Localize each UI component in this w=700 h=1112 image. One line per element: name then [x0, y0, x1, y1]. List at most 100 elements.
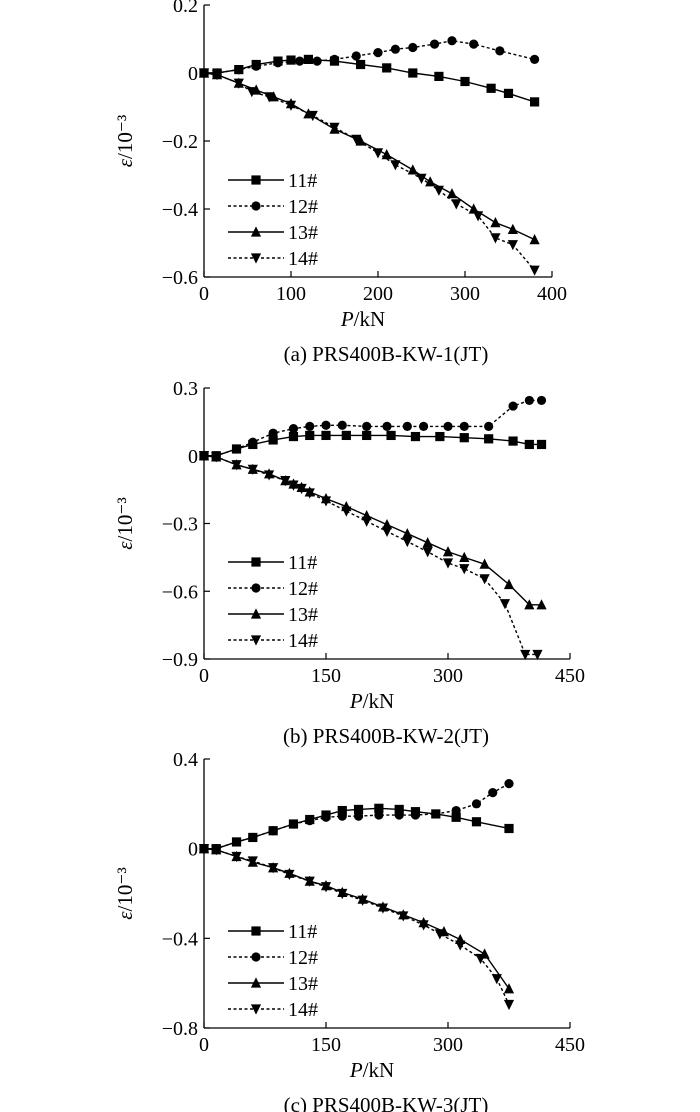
legend-label: 13# — [288, 973, 318, 995]
x-axis-title: P/kN — [349, 1058, 394, 1082]
legend-marker — [251, 175, 261, 185]
y-tick-label: −0.4 — [162, 199, 198, 221]
legend-item: 13# — [228, 222, 318, 244]
data-point — [490, 217, 501, 228]
data-point — [529, 234, 540, 245]
data-point — [507, 240, 518, 251]
data-point — [268, 863, 279, 874]
data-point — [233, 78, 244, 89]
data-point — [286, 55, 296, 65]
x-tick-label: 300 — [433, 1034, 463, 1056]
data-point — [520, 649, 531, 661]
data-point — [381, 519, 393, 530]
y-axis-title: ε/10⁻³ — [113, 867, 137, 920]
series-13# — [198, 67, 540, 245]
data-point — [459, 421, 469, 431]
data-point — [341, 506, 352, 517]
data-point — [211, 452, 222, 463]
x-tick-label: 100 — [276, 283, 306, 305]
data-point — [337, 805, 347, 816]
legend-marker — [250, 1004, 262, 1015]
series-12# — [199, 36, 540, 78]
data-point — [459, 551, 470, 562]
data-point — [425, 176, 436, 187]
data-point — [475, 953, 486, 965]
legend-item: 12# — [228, 196, 318, 218]
legend-marker — [251, 583, 261, 593]
data-point — [459, 564, 470, 575]
data-point — [410, 810, 421, 820]
data-point — [305, 430, 315, 441]
data-point — [402, 421, 412, 431]
legend-marker — [250, 226, 262, 237]
data-point — [471, 799, 482, 809]
x-tick-label: 450 — [555, 1034, 585, 1056]
y-axis-title: ε/10⁻³ — [113, 497, 137, 550]
y-tick-label: −0.6 — [162, 581, 198, 603]
data-point — [507, 223, 518, 234]
data-point — [433, 185, 444, 196]
legend-label: 11# — [288, 170, 317, 192]
legend-marker — [251, 557, 261, 567]
data-point — [434, 71, 444, 81]
data-point — [459, 433, 469, 443]
series-12# — [199, 395, 547, 461]
series-12# — [199, 779, 514, 854]
data-point — [386, 430, 396, 441]
data-point — [211, 845, 222, 856]
data-point — [374, 803, 384, 813]
data-point — [362, 430, 372, 441]
data-point — [394, 804, 404, 815]
data-point — [524, 439, 534, 450]
data-point — [329, 122, 340, 133]
data-point — [382, 421, 392, 431]
legend: 11# 12# 13# 14# — [228, 170, 318, 270]
data-point — [536, 439, 547, 450]
series-13# — [198, 450, 547, 610]
data-point — [284, 869, 295, 881]
panel-caption: (c) PRS400B-KW-3(JT) — [284, 1093, 489, 1112]
series-14# — [198, 68, 540, 276]
data-point — [320, 882, 332, 893]
x-tick-label: 150 — [311, 1034, 341, 1056]
data-point — [479, 574, 490, 585]
data-point — [495, 46, 505, 56]
data-point — [455, 940, 466, 951]
legend-label: 12# — [288, 947, 318, 969]
y-tick-label: −0.9 — [162, 649, 198, 671]
data-point — [524, 395, 534, 406]
x-tick-label: 0 — [199, 665, 209, 687]
data-point — [536, 395, 547, 406]
data-point — [460, 76, 470, 87]
data-point — [246, 87, 257, 98]
x-axis-title: P/kN — [340, 307, 385, 331]
data-point — [499, 599, 511, 610]
data-point — [372, 148, 384, 159]
data-point — [234, 65, 244, 75]
data-point — [434, 929, 445, 940]
legend: 11# 12# 13# 14# — [228, 921, 318, 1021]
data-point — [231, 837, 242, 847]
data-point — [422, 547, 433, 558]
data-point — [361, 516, 372, 527]
data-point — [285, 100, 297, 111]
data-point — [435, 431, 445, 442]
series-line — [204, 58, 535, 103]
series-11# — [199, 54, 540, 107]
data-point — [337, 420, 347, 430]
data-point — [198, 68, 210, 79]
chart-panel-1: 0 100 200 300 400 0.2 0 −0.2 −0.4 −0.6 P/kN ε/10⁻³ (… — [113, 0, 567, 366]
data-point — [536, 599, 547, 610]
data-point — [503, 983, 515, 994]
legend-marker — [251, 952, 261, 962]
data-point — [362, 421, 372, 431]
data-point — [248, 437, 258, 447]
data-point — [295, 56, 305, 66]
data-point — [451, 812, 461, 822]
data-point — [247, 856, 258, 867]
series-14# — [198, 844, 515, 1011]
data-point — [529, 265, 540, 276]
y-axis-title: ε/10⁻³ — [113, 115, 137, 168]
data-point — [288, 431, 299, 442]
